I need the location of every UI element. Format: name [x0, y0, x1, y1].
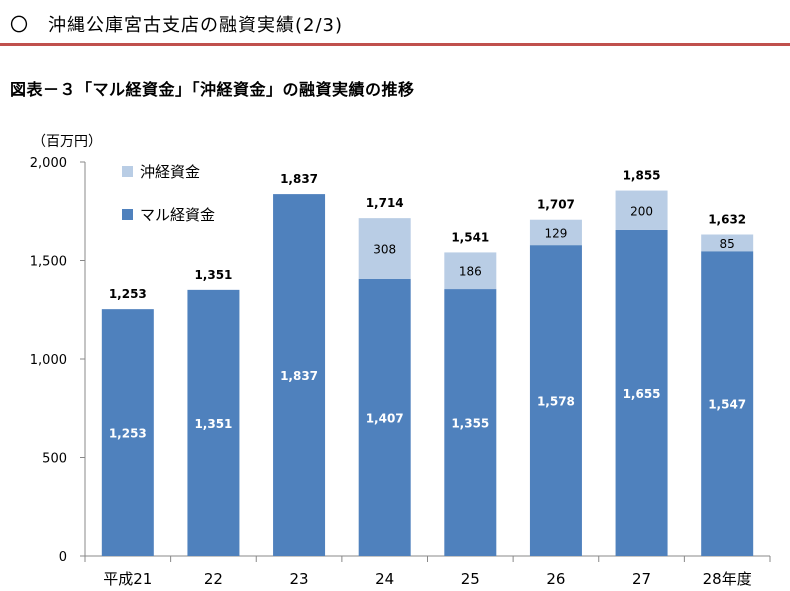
data-label-total: 1,632 — [708, 212, 746, 226]
legend-swatch-maru — [122, 209, 133, 220]
data-label-maru: 1,407 — [366, 411, 404, 425]
data-label-total: 1,855 — [623, 169, 661, 183]
bar-oki-keishikin — [529, 219, 582, 246]
bar-maru-keishikin — [701, 251, 754, 556]
bar-oki-keishikin — [444, 252, 497, 290]
data-label-maru: 1,351 — [194, 417, 232, 431]
page-header: 〇 沖縄公庫宮古支店の融資実績(2/3) — [10, 8, 790, 44]
data-label-oki: 186 — [459, 265, 482, 279]
data-label-oki: 200 — [630, 204, 653, 218]
data-label-total: 1,714 — [366, 196, 404, 210]
data-label-maru: 1,355 — [451, 417, 489, 431]
bar-maru-keishikin — [444, 289, 497, 556]
data-label-total: 1,837 — [280, 172, 318, 186]
bar-maru-keishikin — [529, 245, 582, 556]
data-label-maru: 1,547 — [708, 398, 746, 412]
bar-oki-keishikin — [358, 218, 411, 279]
data-label-oki: 85 — [720, 237, 735, 251]
data-label-maru: 1,655 — [623, 387, 661, 401]
y-axis-unit: （百万円） — [32, 134, 102, 150]
page-title: 〇 沖縄公庫宮古支店の融資実績(2/3) — [10, 15, 344, 36]
y-tick-label: 1,500 — [30, 255, 67, 270]
bar-maru-keishikin — [187, 289, 240, 556]
legend-label-oki: 沖経資金 — [140, 163, 200, 181]
data-label-total: 1,541 — [451, 230, 489, 244]
y-tick-label: 1,000 — [30, 353, 67, 368]
data-label-oki: 308 — [373, 242, 396, 256]
x-tick-label: 26 — [546, 570, 565, 588]
x-tick-label: 27 — [632, 570, 651, 588]
data-label-total: 1,253 — [109, 287, 147, 301]
x-tick-label: 25 — [461, 570, 480, 588]
bar-maru-keishikin — [358, 278, 411, 556]
data-label-oki: 129 — [544, 226, 567, 240]
data-label-maru: 1,578 — [537, 395, 575, 409]
bar-maru-keishikin — [615, 229, 668, 556]
y-tick-label: 2,000 — [30, 156, 67, 171]
data-label-maru: 1,837 — [280, 369, 318, 383]
y-tick-label: 500 — [42, 452, 67, 467]
x-tick-label: 23 — [290, 570, 309, 588]
data-label-maru: 1,253 — [109, 427, 147, 441]
figure-title: 図表－３「マル経資金」「沖経資金」の融資実績の推移 — [10, 80, 415, 99]
bar-maru-keishikin — [101, 309, 154, 556]
x-tick-label: 24 — [375, 570, 394, 588]
bar-oki-keishikin — [615, 190, 668, 230]
header-divider — [0, 43, 790, 46]
data-label-total: 1,707 — [537, 198, 575, 212]
x-tick-label: 平成21 — [103, 570, 152, 588]
legend-swatch-oki — [122, 166, 133, 177]
data-label-total: 1,351 — [194, 268, 232, 282]
x-tick-label: 22 — [204, 570, 223, 588]
y-tick-label: 0 — [59, 550, 67, 565]
bar-maru-keishikin — [273, 194, 326, 556]
bar-oki-keishikin — [701, 234, 754, 252]
x-tick-label: 28年度 — [703, 570, 752, 588]
legend-label-maru: マル経資金 — [140, 206, 215, 224]
